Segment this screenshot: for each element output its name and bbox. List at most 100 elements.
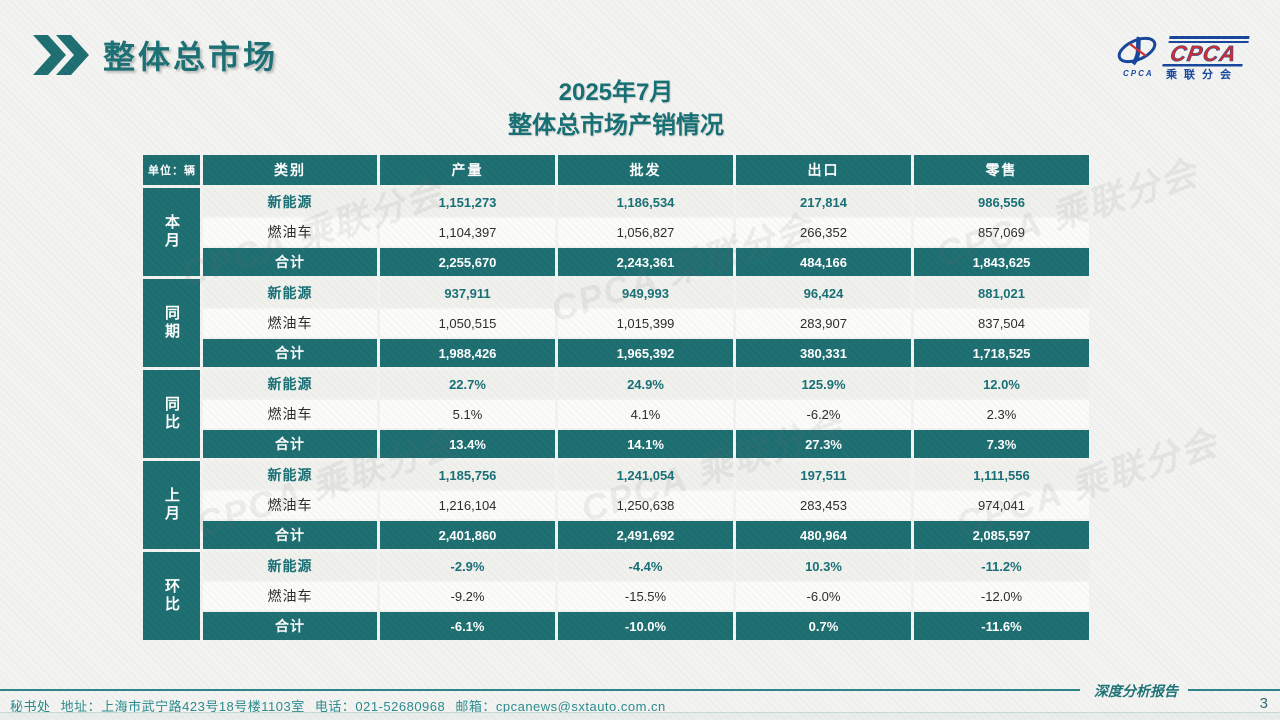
value-cell: 125.9%: [736, 370, 911, 398]
value-cell: -6.1%: [380, 612, 555, 640]
category-cell: 燃油车: [203, 309, 377, 337]
table-header-row: 单位：辆 类别 产量 批发 出口 零售: [143, 155, 1089, 185]
market-table: 单位：辆 类别 产量 批发 出口 零售 本月 新能源 1,151,273 1,186,534 217…: [143, 155, 1089, 643]
value-cell: 837,504: [914, 309, 1089, 337]
footer-rule-left: [0, 689, 1080, 691]
value-cell: 1,965,392: [558, 339, 733, 367]
value-cell: 1,015,399: [558, 309, 733, 337]
category-cell: 合计: [203, 612, 377, 640]
footer-address: 地址：上海市武宁路423号18号楼1103室: [60, 699, 305, 714]
value-cell: 1,186,534: [558, 188, 733, 216]
footer-contact-info: 秘书处 地址：上海市武宁路423号18号楼1103室 电话：021-526809…: [10, 696, 672, 715]
unit-label-cell: 单位：辆: [143, 155, 200, 185]
column-header-4: 零售: [914, 155, 1089, 185]
value-cell: -6.2%: [736, 400, 911, 428]
value-cell: -11.2%: [914, 552, 1089, 580]
svg-text:乘联分会: 乘联分会: [1165, 67, 1238, 80]
table-group-上月: 上月 新能源 1,185,756 1,241,054 197,511 1,111,556 燃…: [143, 461, 1089, 549]
value-cell: 974,041: [914, 491, 1089, 519]
column-header-0: 类别: [203, 155, 377, 185]
category-cell: 新能源: [203, 279, 377, 307]
group-label: 环比: [143, 552, 200, 640]
value-cell: 2,085,597: [914, 521, 1089, 549]
value-cell: 1,050,515: [380, 309, 555, 337]
value-cell: 1,250,638: [558, 491, 733, 519]
value-cell: 2,255,670: [380, 248, 555, 276]
value-cell: 1,185,756: [380, 461, 555, 489]
column-header-1: 产量: [380, 155, 555, 185]
value-cell: 1,843,625: [914, 248, 1089, 276]
category-cell: 新能源: [203, 552, 377, 580]
category-cell: 新能源: [203, 188, 377, 216]
group-label: 本月: [143, 188, 200, 276]
value-cell: -11.6%: [914, 612, 1089, 640]
value-cell: 937,911: [380, 279, 555, 307]
value-cell: 484,166: [736, 248, 911, 276]
value-cell: 1,241,054: [558, 461, 733, 489]
value-cell: 380,331: [736, 339, 911, 367]
value-cell: 197,511: [736, 461, 911, 489]
value-cell: 2,243,361: [558, 248, 733, 276]
value-cell: 1,111,556: [914, 461, 1089, 489]
value-cell: -12.0%: [914, 582, 1089, 610]
svg-text:CPCA: CPCA: [1168, 41, 1239, 66]
value-cell: 986,556: [914, 188, 1089, 216]
value-cell: 27.3%: [736, 430, 911, 458]
slide-header: 整体总市场: [33, 32, 278, 78]
category-cell: 燃油车: [203, 400, 377, 428]
value-cell: 2.3%: [914, 400, 1089, 428]
value-cell: 266,352: [736, 218, 911, 246]
category-cell: 合计: [203, 248, 377, 276]
value-cell: -10.0%: [558, 612, 733, 640]
value-cell: 4.1%: [558, 400, 733, 428]
page-number: 3: [1259, 695, 1268, 712]
value-cell: 480,964: [736, 521, 911, 549]
value-cell: 1,151,273: [380, 188, 555, 216]
value-cell: -15.5%: [558, 582, 733, 610]
page-title: 整体总市场: [103, 39, 279, 75]
footer-email: 邮箱：cpcanews@sxtauto.com.cn: [455, 699, 666, 714]
value-cell: 949,993: [558, 279, 733, 307]
value-cell: 22.7%: [380, 370, 555, 398]
value-cell: 857,069: [914, 218, 1089, 246]
report-type-label: 深度分析报告: [1094, 685, 1178, 700]
value-cell: 283,453: [736, 491, 911, 519]
category-cell: 新能源: [203, 370, 377, 398]
table-group-同期: 同期 新能源 937,911 949,993 96,424 881,021 燃油车 1,050…: [143, 279, 1089, 367]
value-cell: 10.3%: [736, 552, 911, 580]
category-cell: 燃油车: [203, 218, 377, 246]
svg-text:CPCA: CPCA: [1123, 69, 1154, 78]
value-cell: 13.4%: [380, 430, 555, 458]
value-cell: 881,021: [914, 279, 1089, 307]
value-cell: 96,424: [736, 279, 911, 307]
value-cell: -6.0%: [736, 582, 911, 610]
column-header-3: 出口: [736, 155, 911, 185]
value-cell: 1,056,827: [558, 218, 733, 246]
slide-subtitle: 2025年7月 整体总市场产销情况: [143, 76, 1089, 142]
double-chevron-icon: [33, 35, 89, 75]
value-cell: 217,814: [736, 188, 911, 216]
value-cell: 1,718,525: [914, 339, 1089, 367]
table-group-同比: 同比 新能源 22.7% 24.9% 125.9% 12.0% 燃油车 5.1% 4.1% -6.…: [143, 370, 1089, 458]
table-group-环比: 环比 新能源 -2.9% -4.4% 10.3% -11.2% 燃油车 -9.2% -15.5%…: [143, 552, 1089, 640]
value-cell: 2,491,692: [558, 521, 733, 549]
category-cell: 燃油车: [203, 491, 377, 519]
footer-rule-right: [1188, 689, 1280, 691]
category-cell: 合计: [203, 339, 377, 367]
value-cell: 1,988,426: [380, 339, 555, 367]
value-cell: -4.4%: [558, 552, 733, 580]
category-cell: 合计: [203, 521, 377, 549]
footer-secretariat: 秘书处: [10, 699, 51, 714]
group-label: 同期: [143, 279, 200, 367]
category-cell: 新能源: [203, 461, 377, 489]
value-cell: 7.3%: [914, 430, 1089, 458]
subtitle-line2: 整体总市场产销情况: [508, 112, 724, 139]
value-cell: 2,401,860: [380, 521, 555, 549]
bottom-band: [0, 712, 1280, 720]
value-cell: 12.0%: [914, 370, 1089, 398]
group-label: 同比: [143, 370, 200, 458]
value-cell: 1,104,397: [380, 218, 555, 246]
cpca-logo: CPCA CPCA 乘联分会: [1117, 36, 1250, 80]
column-header-2: 批发: [558, 155, 733, 185]
cpca-wordmark: CPCA 乘联分会: [1162, 36, 1250, 80]
